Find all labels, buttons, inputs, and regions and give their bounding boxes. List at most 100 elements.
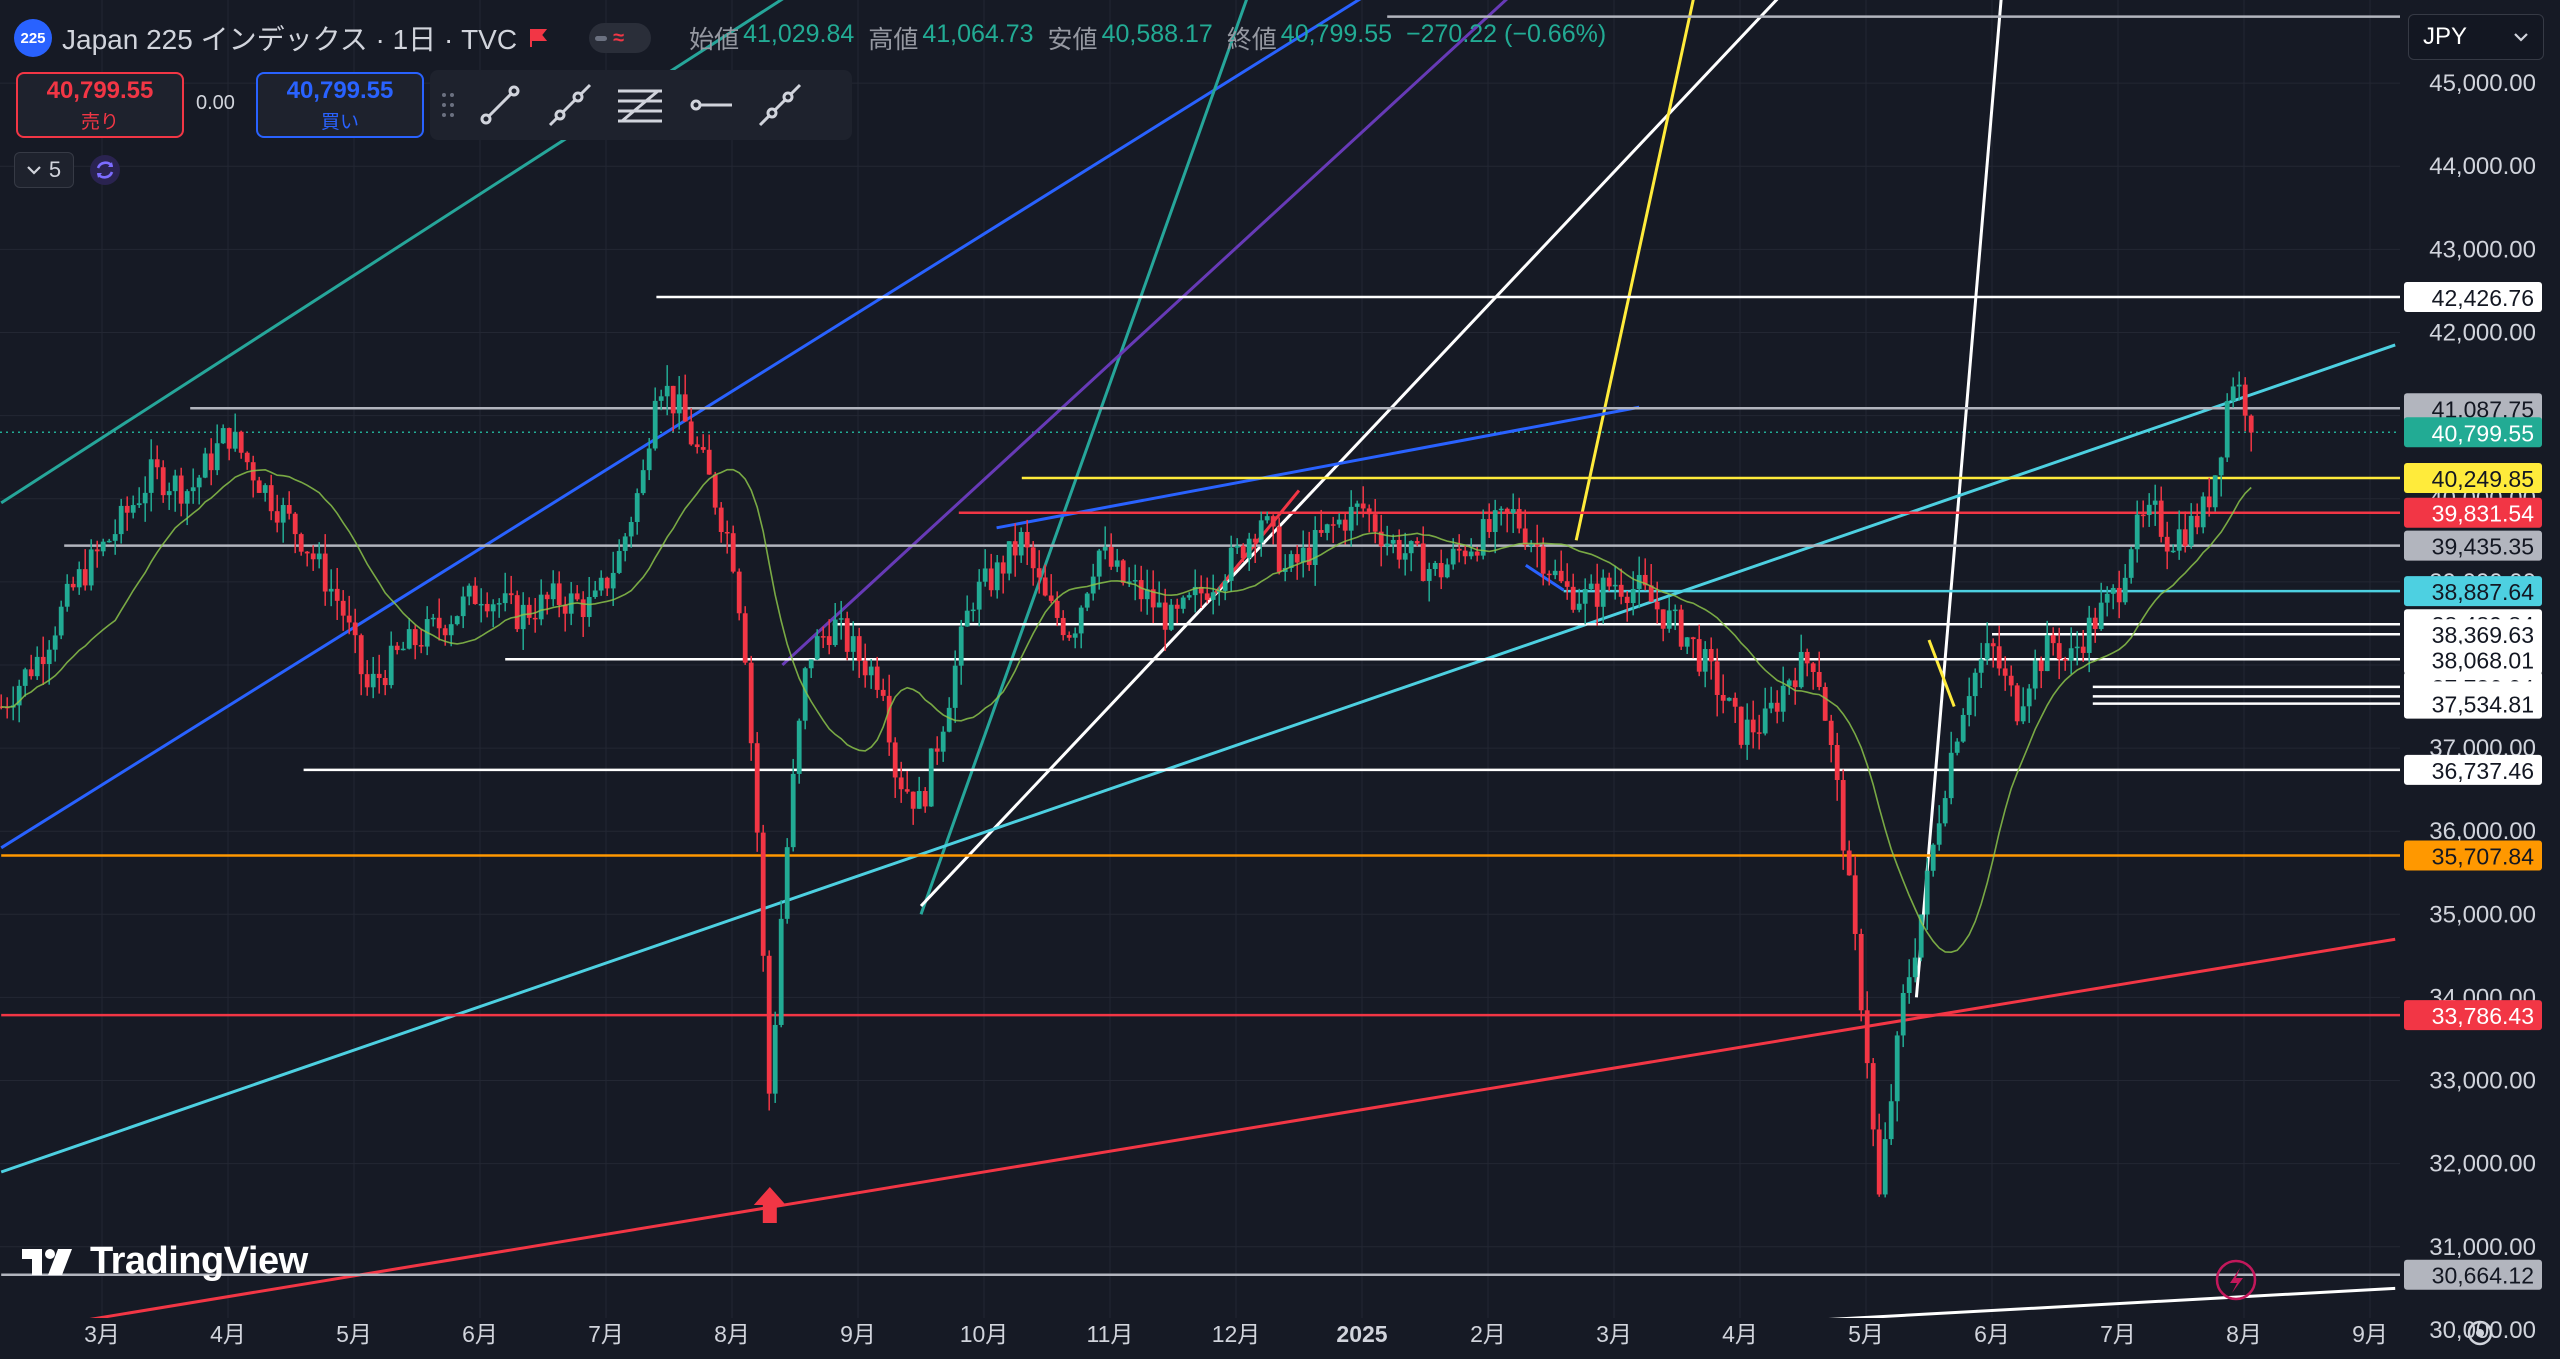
candle-body	[1960, 714, 1966, 742]
candle-body	[1918, 914, 1924, 958]
candle-body	[868, 666, 874, 676]
candle-body	[838, 618, 844, 620]
candle-body	[1882, 1139, 1888, 1195]
drag-handle-icon[interactable]	[440, 85, 456, 125]
candle-body	[298, 534, 304, 552]
candle-body	[862, 660, 868, 676]
x-tick-label: 10月	[960, 1321, 1009, 1347]
candle-body	[904, 789, 910, 792]
candle-body	[1948, 752, 1954, 799]
candle-body	[916, 791, 922, 809]
candle-body	[562, 604, 568, 614]
candle-body	[2074, 646, 2080, 649]
buy-button[interactable]: 40,799.55 買い	[256, 72, 424, 138]
candle-body	[1750, 719, 1756, 733]
candle-body	[730, 533, 736, 572]
candle-body	[154, 459, 160, 468]
price-label: 35,707.84	[2432, 843, 2535, 869]
candle-body	[178, 475, 184, 504]
lightning-icon	[2215, 1259, 2257, 1301]
price-label-bg	[2404, 1000, 2542, 1031]
candle-body	[820, 636, 826, 638]
candle-body	[1654, 601, 1660, 610]
currency-select[interactable]: JPY	[2408, 14, 2544, 60]
candle-body	[328, 588, 334, 592]
candle-body	[1780, 685, 1786, 712]
candle-body	[1690, 637, 1696, 640]
candle-body	[430, 617, 436, 620]
candle-body	[148, 459, 154, 493]
candle-body	[160, 467, 166, 496]
candle-body	[1096, 550, 1102, 577]
candle-body	[952, 665, 958, 708]
low-label: 安値	[1047, 26, 1098, 54]
candle-body	[1372, 514, 1378, 532]
price-label-bg	[2404, 1259, 2542, 1290]
candle-body	[844, 618, 850, 652]
buy-label: 買い	[320, 111, 359, 133]
candle-body	[1582, 589, 1588, 604]
price-label-bg	[2404, 393, 2542, 424]
extended-line-icon	[758, 83, 802, 127]
candle-body	[550, 583, 556, 600]
candle-body	[736, 571, 742, 614]
candle-body	[748, 662, 754, 744]
candle-body	[556, 583, 562, 605]
candle-body	[880, 689, 886, 696]
drawing-toolbar	[430, 70, 852, 140]
candle-body	[1942, 798, 1948, 824]
refresh-icon[interactable]	[88, 153, 122, 187]
indicators-toggle[interactable]: 5	[14, 152, 74, 188]
x-tick-label: 9月	[2352, 1321, 2388, 1347]
candle-body	[1684, 637, 1690, 647]
trend-line-tool[interactable]	[474, 79, 526, 131]
candle-body	[1390, 539, 1396, 544]
candle-body	[1240, 545, 1246, 559]
candle-body	[1084, 593, 1090, 608]
candle-body	[508, 593, 514, 596]
chart-style-toggle[interactable]: ≈	[589, 23, 652, 53]
candle-body	[2170, 550, 2176, 553]
candle-body	[1300, 547, 1306, 563]
x-tick-label: 7月	[588, 1321, 624, 1347]
candle-body	[1762, 708, 1768, 734]
trend-line	[0, 0, 1362, 850]
candle-body	[1264, 516, 1270, 521]
candle-body	[1978, 659, 1984, 673]
price-label-bg	[2404, 462, 2542, 493]
candle-body	[400, 648, 406, 651]
extended-line-tool[interactable]	[754, 79, 806, 131]
fib-retracement-tool[interactable]	[614, 79, 666, 131]
candle-body	[670, 385, 676, 414]
candle-body	[1486, 519, 1492, 533]
candle-body	[118, 505, 124, 535]
candle-body	[1540, 546, 1546, 574]
candle-body	[976, 581, 982, 610]
price-label: 30,664.12	[2432, 1263, 2534, 1289]
candle-body	[1840, 780, 1846, 851]
candle-body	[766, 955, 772, 1094]
candle-body	[1366, 508, 1372, 515]
candle-body	[100, 541, 106, 552]
candle-body	[292, 513, 298, 535]
candle-body	[580, 599, 586, 618]
flag-icon[interactable]	[527, 27, 549, 49]
candle-body	[346, 615, 352, 623]
candle-body	[1744, 719, 1750, 745]
candle-body	[1252, 538, 1258, 543]
candle-body	[1156, 602, 1162, 608]
candle-body	[1402, 553, 1408, 560]
symbol-title[interactable]: Japan 225 インデックス · 1日 · TVC	[62, 24, 518, 55]
x-tick-label: 2月	[1470, 1321, 1506, 1347]
candle-body	[796, 720, 802, 774]
candle-body	[1384, 543, 1390, 547]
candle-body	[2026, 688, 2032, 707]
sell-button[interactable]: 40,799.55 売り	[16, 72, 184, 138]
candle-body	[262, 485, 268, 493]
candle-body	[1792, 680, 1798, 688]
candle-body	[52, 635, 58, 650]
candle-body	[88, 549, 94, 586]
ray-tool[interactable]	[544, 79, 596, 131]
horizontal-ray-tool[interactable]	[684, 79, 736, 131]
